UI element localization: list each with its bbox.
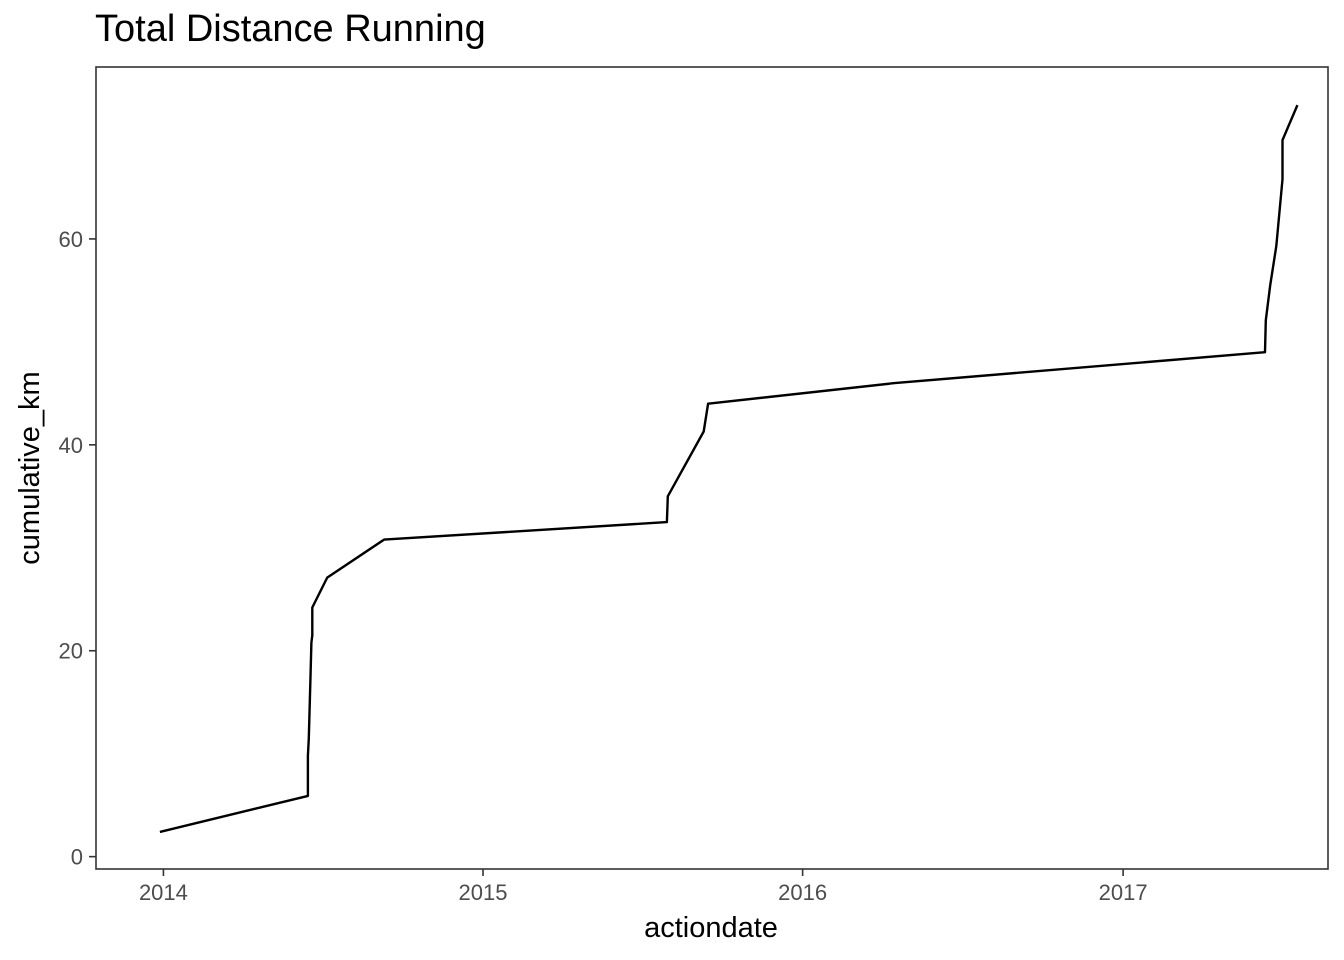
y-axis: 0 20 40 60 [59,227,96,870]
y-tick-label: 60 [59,227,83,252]
x-axis-title: actiondate [644,912,778,944]
y-tick-label: 0 [71,845,83,870]
x-tick-label: 2016 [778,880,827,905]
x-tick-label: 2014 [139,880,188,905]
y-axis-title: cumulative_km [14,371,46,564]
chart-title: Total Distance Running [95,8,486,50]
plot-panel [95,66,1329,870]
x-tick-label: 2015 [459,880,508,905]
x-axis: 2014 2015 2016 2017 [139,869,1148,905]
y-tick-label: 20 [59,639,83,664]
cumulative-distance-line [159,104,1299,834]
y-tick-label: 40 [59,433,83,458]
x-tick-label: 2017 [1099,880,1148,905]
